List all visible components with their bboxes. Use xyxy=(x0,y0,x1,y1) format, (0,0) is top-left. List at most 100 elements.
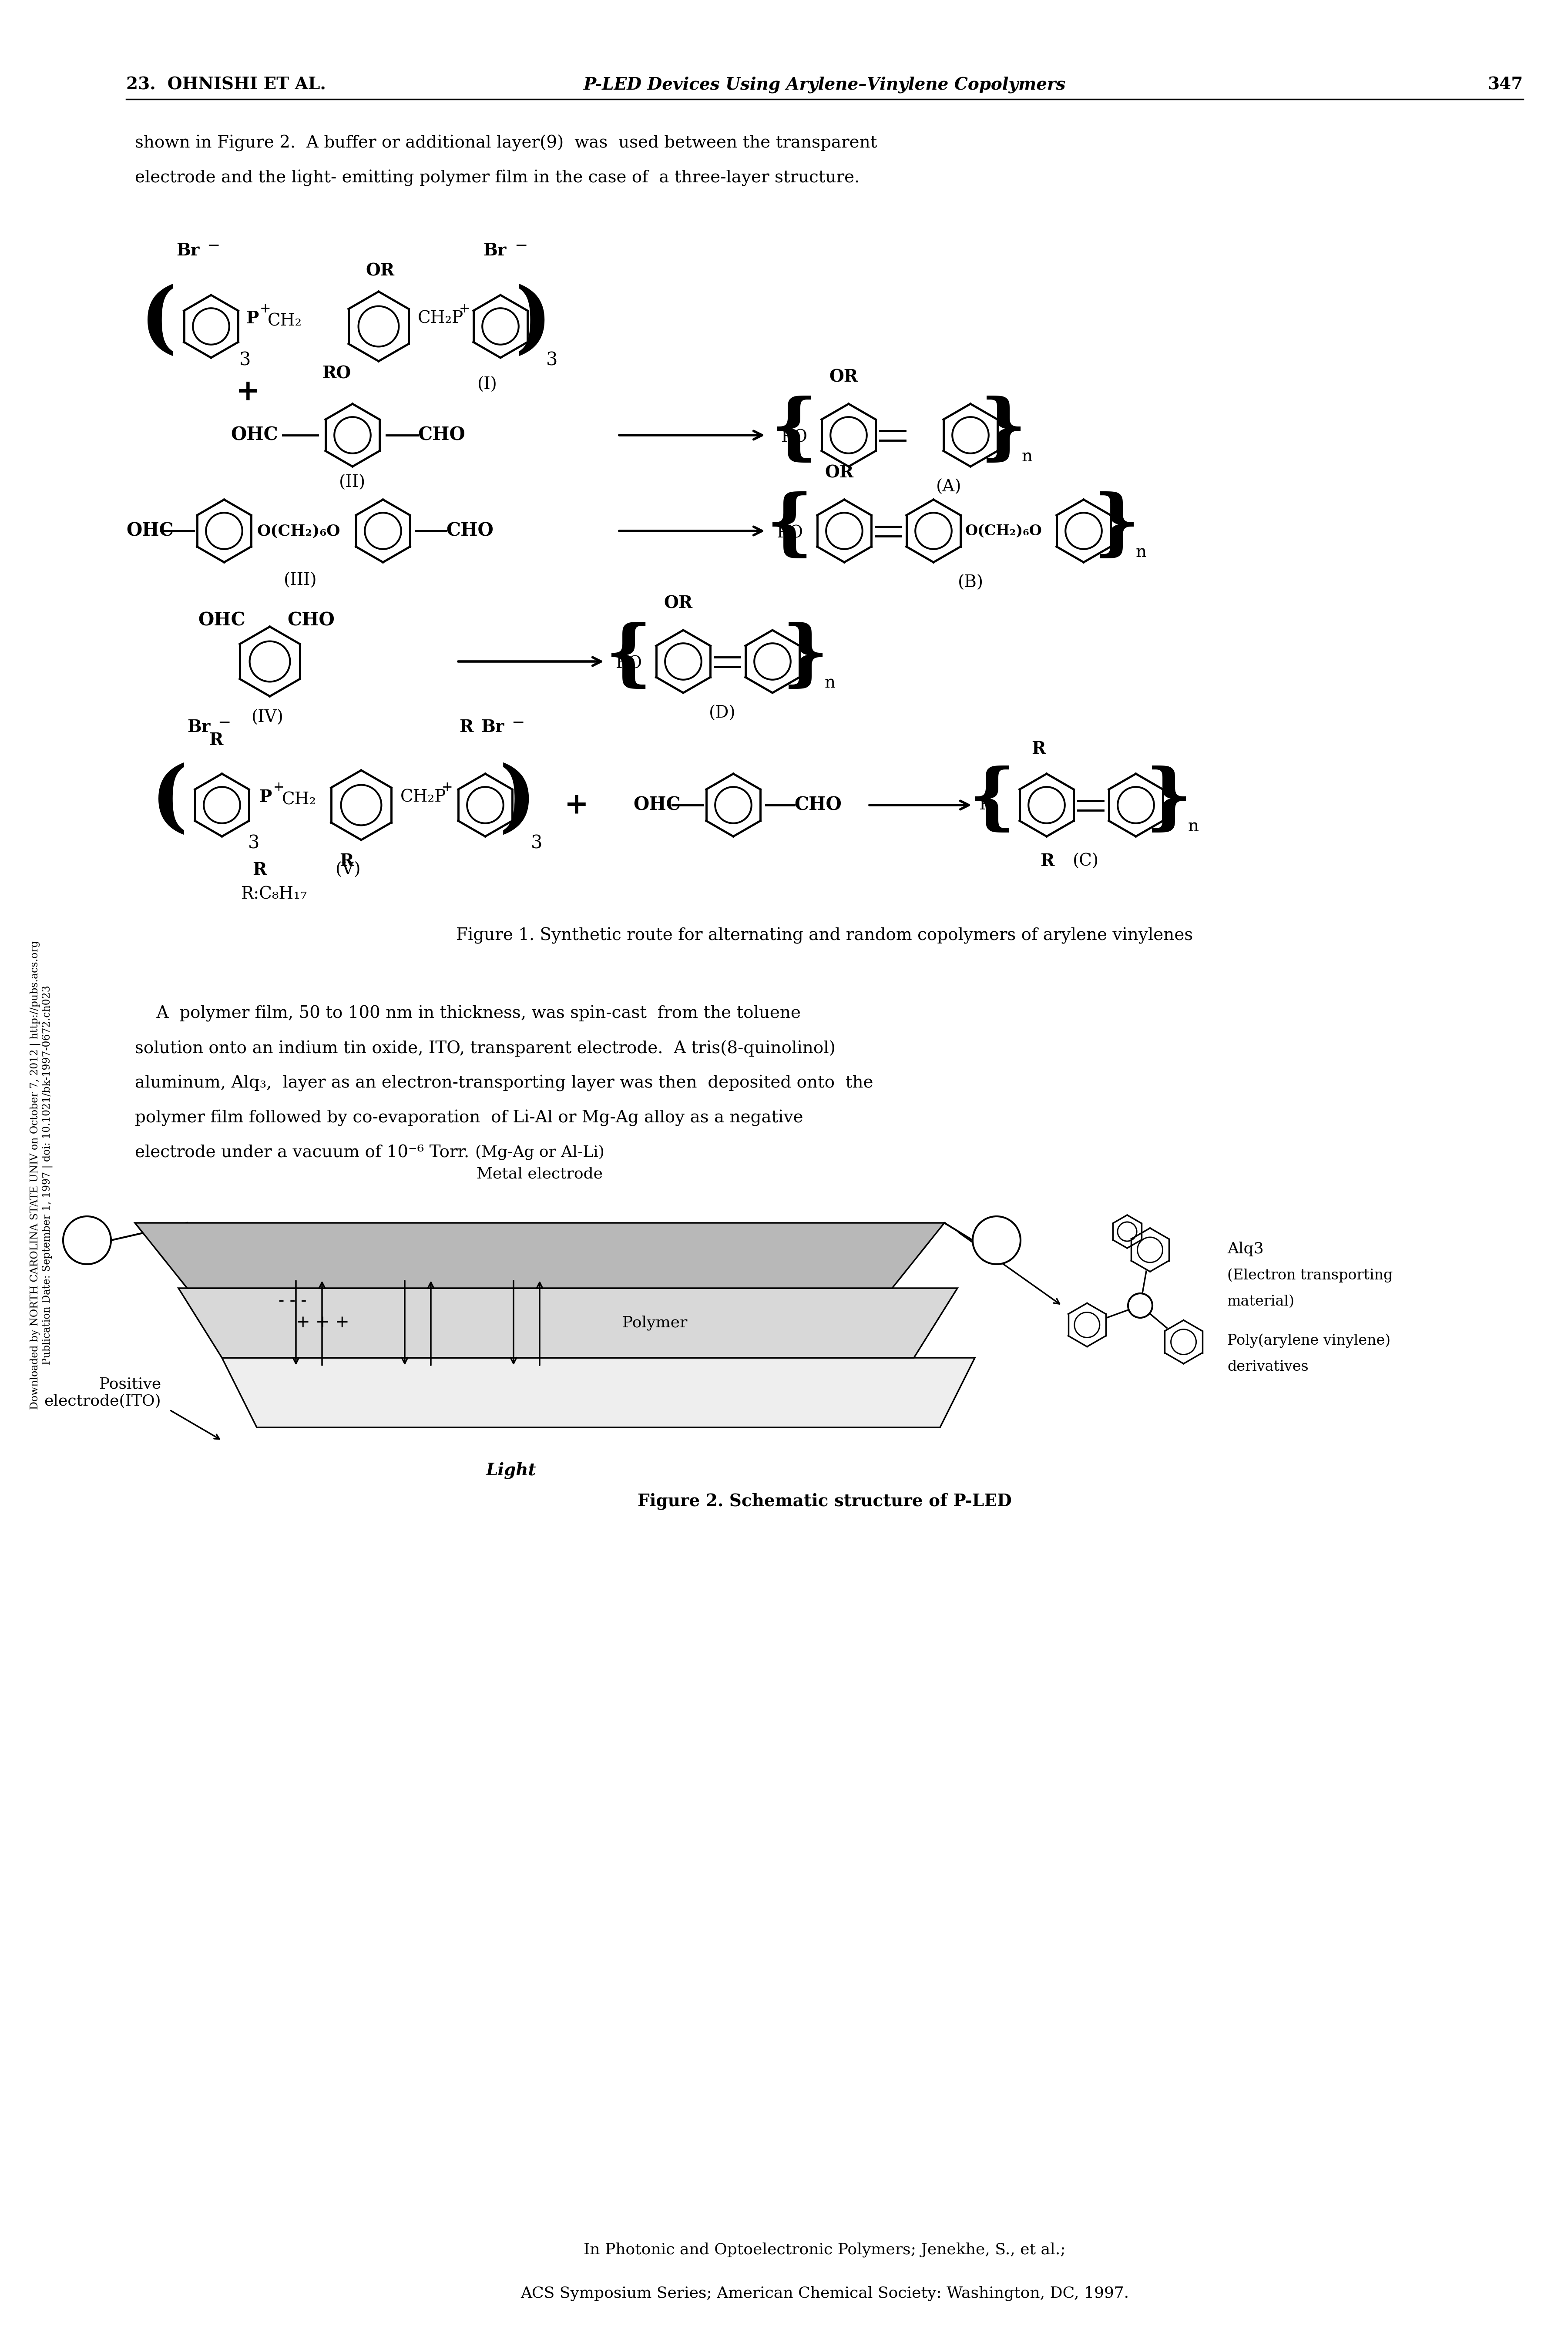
Text: (: ( xyxy=(151,761,188,839)
Text: material): material) xyxy=(1228,1295,1295,1309)
Text: (Mg-Ag or Al-Li): (Mg-Ag or Al-Li) xyxy=(475,1144,604,1161)
Text: ): ) xyxy=(514,284,552,360)
Text: CH₂: CH₂ xyxy=(282,792,317,808)
Text: Br: Br xyxy=(483,242,506,258)
Text: R: R xyxy=(459,719,474,736)
Text: aluminum, Alq₃,  layer as an electron-transporting layer was then  deposited ont: aluminum, Alq₃, layer as an electron-tra… xyxy=(135,1074,873,1090)
Text: Downloaded by NORTH CAROLINA STATE UNIV on October 7, 2012 | http://pubs.acs.org: Downloaded by NORTH CAROLINA STATE UNIV … xyxy=(30,940,53,1410)
Text: RO: RO xyxy=(781,430,808,446)
Text: shown in Figure 2.  A buffer or additional layer(9)  was  used between the trans: shown in Figure 2. A buffer or additiona… xyxy=(135,134,877,153)
Text: R: R xyxy=(978,797,993,813)
Text: {: { xyxy=(605,623,652,693)
Text: Al: Al xyxy=(1134,1300,1148,1311)
Text: (V): (V) xyxy=(336,862,361,879)
Text: OHC: OHC xyxy=(633,797,681,813)
Text: Metal electrode: Metal electrode xyxy=(477,1166,602,1182)
Text: OR: OR xyxy=(663,595,693,611)
Text: OR: OR xyxy=(365,263,394,280)
Polygon shape xyxy=(135,1222,944,1288)
Text: n: n xyxy=(825,674,836,691)
Polygon shape xyxy=(179,1288,958,1358)
Text: OHC: OHC xyxy=(125,522,174,540)
Text: OR: OR xyxy=(829,369,858,385)
Text: {: { xyxy=(969,766,1016,837)
Text: (IV): (IV) xyxy=(251,710,284,726)
Text: R: R xyxy=(252,862,267,879)
Text: (A): (A) xyxy=(936,479,961,496)
Text: −: − xyxy=(218,714,230,731)
Text: CHO: CHO xyxy=(287,611,334,630)
Text: P: P xyxy=(246,310,259,327)
Text: Poly(arylene vinylene): Poly(arylene vinylene) xyxy=(1228,1332,1391,1349)
Text: n: n xyxy=(1135,545,1146,562)
Text: OR: OR xyxy=(825,465,853,482)
Text: +: + xyxy=(260,303,271,315)
Text: −: − xyxy=(514,237,527,254)
Text: (: ( xyxy=(140,284,177,360)
Text: }: } xyxy=(1093,491,1140,562)
Text: CHO: CHO xyxy=(795,797,842,813)
Text: 347: 347 xyxy=(1488,78,1523,94)
Text: (D): (D) xyxy=(709,705,735,721)
Text: 23.  OHNISHI ET AL.: 23. OHNISHI ET AL. xyxy=(125,78,326,94)
Text: (II): (II) xyxy=(339,475,365,491)
Text: (B): (B) xyxy=(958,576,983,590)
Text: Polymer: Polymer xyxy=(622,1316,687,1330)
Text: 3: 3 xyxy=(248,834,260,853)
Text: Br: Br xyxy=(176,242,199,258)
Text: OHC: OHC xyxy=(230,425,278,444)
Text: +: + xyxy=(459,303,470,315)
Text: P-LED Devices Using Arylene–Vinylene Copolymers: P-LED Devices Using Arylene–Vinylene Cop… xyxy=(583,78,1066,94)
Text: 3: 3 xyxy=(532,834,543,853)
Text: CHO: CHO xyxy=(445,522,494,540)
Text: {: { xyxy=(771,395,817,465)
Text: Br: Br xyxy=(187,719,210,736)
Text: O(CH₂)₆O: O(CH₂)₆O xyxy=(257,524,340,538)
Text: +: + xyxy=(235,378,260,407)
Text: Light: Light xyxy=(486,1462,536,1478)
Text: electrode under a vacuum of 10⁻⁶ Torr.: electrode under a vacuum of 10⁻⁶ Torr. xyxy=(135,1144,469,1161)
Circle shape xyxy=(972,1217,1021,1264)
Text: O(CH₂)₆O: O(CH₂)₆O xyxy=(966,524,1043,538)
Text: (III): (III) xyxy=(284,573,317,590)
Text: n: n xyxy=(1189,818,1200,834)
Text: P: P xyxy=(259,790,271,806)
Text: R:C₈H₁₇: R:C₈H₁₇ xyxy=(241,886,307,902)
Text: −: − xyxy=(207,237,220,254)
Text: CH₂P: CH₂P xyxy=(400,790,447,806)
Text: electrode and the light- emitting polymer film in the case of  a three-layer str: electrode and the light- emitting polyme… xyxy=(135,169,859,186)
Text: Figure 1. Synthetic route for alternating and random copolymers of arylene vinyl: Figure 1. Synthetic route for alternatin… xyxy=(456,928,1193,945)
Text: n: n xyxy=(1022,449,1033,465)
Text: +: + xyxy=(77,1229,97,1253)
Text: RO: RO xyxy=(321,367,351,383)
Circle shape xyxy=(63,1217,111,1264)
Text: CH₂P: CH₂P xyxy=(417,310,464,327)
Text: Alq3: Alq3 xyxy=(1228,1241,1264,1257)
Text: Figure 2. Schematic structure of P-LED: Figure 2. Schematic structure of P-LED xyxy=(638,1492,1011,1509)
Text: R: R xyxy=(1040,853,1054,870)
Polygon shape xyxy=(223,1358,975,1426)
Text: solution onto an indium tin oxide, ITO, transparent electrode.  A tris(8-quinoli: solution onto an indium tin oxide, ITO, … xyxy=(135,1041,836,1058)
Text: +: + xyxy=(564,792,588,820)
Text: + + +: + + + xyxy=(296,1316,350,1330)
Text: polymer film followed by co-evaporation  of Li-Al or Mg-Ag alloy as a negative: polymer film followed by co-evaporation … xyxy=(135,1109,803,1126)
Text: R: R xyxy=(1032,740,1046,757)
Text: }: } xyxy=(782,623,828,693)
Text: R: R xyxy=(339,853,353,870)
Circle shape xyxy=(1127,1293,1152,1318)
Text: (Electron transporting: (Electron transporting xyxy=(1228,1269,1392,1283)
Text: Positive
electrode(ITO): Positive electrode(ITO) xyxy=(44,1377,162,1408)
Text: 3: 3 xyxy=(546,350,558,369)
Text: ): ) xyxy=(499,761,536,839)
Text: (I): (I) xyxy=(477,376,497,392)
Text: R: R xyxy=(209,731,223,750)
Text: Br: Br xyxy=(481,719,505,736)
Text: +: + xyxy=(442,780,453,794)
Text: RO: RO xyxy=(776,524,803,540)
Text: (C): (C) xyxy=(1073,853,1099,870)
Text: {: { xyxy=(767,491,814,562)
Text: A  polymer film, 50 to 100 nm in thickness, was spin-cast  from the toluene: A polymer film, 50 to 100 nm in thicknes… xyxy=(135,1006,801,1022)
Text: −: − xyxy=(986,1229,1007,1253)
Text: }: } xyxy=(1145,766,1192,837)
Text: OHC: OHC xyxy=(198,611,245,630)
